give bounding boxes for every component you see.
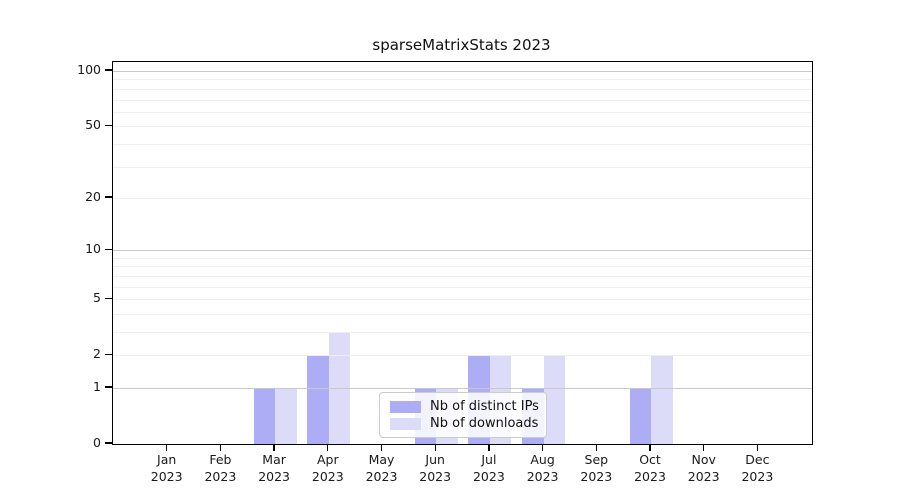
x-tick-label-dec: Dec 2023 (741, 452, 774, 484)
bar-distinct-ips-oct (629, 388, 651, 444)
gridline-7 (113, 275, 812, 277)
y-tick-label-5: 5 (93, 290, 101, 306)
x-tick-label-jun: Jun 2023 (419, 452, 452, 484)
y-tick-mark-20 (105, 196, 112, 198)
x-tick-label-nov: Nov 2023 (687, 452, 720, 484)
x-tick-label-oct: Oct 2023 (634, 452, 666, 484)
gridline-5 (113, 299, 812, 301)
grid-layer (113, 62, 812, 444)
gridline-100 (113, 71, 812, 72)
legend: Nb of distinct IPs Nb of downloads (379, 392, 547, 438)
y-tick-mark-1 (105, 386, 112, 388)
bar-downloads-oct (651, 355, 673, 444)
x-tick-label-jan: Jan 2023 (150, 452, 183, 484)
x-tick-mark-oct (649, 444, 651, 451)
legend-swatch-downloads (390, 417, 421, 430)
y-tick-mark-100 (105, 69, 112, 71)
gridline-50 (113, 126, 812, 128)
x-tick-mark-apr (327, 444, 329, 451)
plot-area (112, 61, 813, 445)
x-tick-mark-mar (273, 444, 275, 451)
legend-label-distinct-ips: Nb of distinct IPs (430, 399, 539, 414)
y-tick-label-10: 10 (85, 241, 101, 257)
legend-label-downloads: Nb of downloads (430, 416, 539, 431)
x-tick-mark-aug (541, 444, 544, 451)
y-tick-mark-10 (105, 248, 112, 250)
y-tick-label-1: 1 (93, 379, 101, 394)
x-tick-label-sep: Sep 2023 (580, 452, 613, 484)
y-tick-label-0: 0 (93, 435, 101, 450)
gridline-40 (113, 143, 812, 145)
x-tick-mark-may (380, 444, 383, 451)
gridline-90 (113, 79, 812, 81)
gridline-60 (113, 111, 812, 113)
gridline-3 (113, 332, 812, 333)
gridline-80 (113, 88, 812, 90)
x-tick-mark-dec (756, 444, 759, 451)
gridline-2 (113, 355, 812, 357)
gridline-8 (113, 266, 812, 268)
chart-title: sparseMatrixStats 2023 (372, 36, 551, 54)
x-tick-label-jul: Jul 2023 (472, 452, 505, 484)
x-tick-label-aug: Aug 2023 (526, 452, 559, 484)
gridline-4 (113, 313, 812, 315)
bar-distinct-ips-apr (307, 355, 329, 444)
x-tick-label-feb: Feb 2023 (204, 452, 237, 484)
legend-item-downloads: Nb of downloads (390, 415, 538, 432)
y-tick-mark-0 (105, 442, 112, 444)
x-tick-mark-feb (219, 444, 222, 451)
x-tick-label-apr: Apr 2023 (311, 452, 344, 484)
gridline-9 (113, 257, 812, 259)
gridline-10 (113, 250, 812, 252)
y-tick-mark-50 (105, 124, 112, 126)
x-tick-label-mar: Mar 2023 (258, 452, 290, 484)
x-tick-mark-jul (488, 444, 490, 451)
y-tick-label-20: 20 (85, 188, 101, 204)
gridline-6 (113, 286, 812, 288)
y-tick-label-100: 100 (77, 62, 101, 77)
x-tick-label-may: May 2023 (365, 452, 398, 484)
y-tick-mark-5 (105, 297, 112, 299)
x-tick-mark-jun (434, 444, 436, 451)
gridline-20 (113, 197, 812, 199)
legend-swatch-distinct-ips (390, 400, 421, 413)
gridline-1 (113, 388, 812, 389)
gridline-70 (113, 99, 812, 101)
y-tick-mark-2 (105, 353, 112, 355)
x-tick-mark-nov (703, 444, 705, 451)
x-tick-mark-jan (166, 444, 168, 451)
x-tick-mark-sep (595, 444, 597, 451)
bar-distinct-ips-mar (253, 388, 276, 444)
bar-downloads-mar (275, 388, 297, 444)
y-tick-label-50: 50 (85, 117, 101, 133)
y-tick-label-2: 2 (93, 346, 101, 362)
legend-item-distinct-ips: Nb of distinct IPs (390, 398, 539, 415)
gridline-30 (113, 166, 812, 168)
bar-downloads-aug (543, 355, 566, 444)
